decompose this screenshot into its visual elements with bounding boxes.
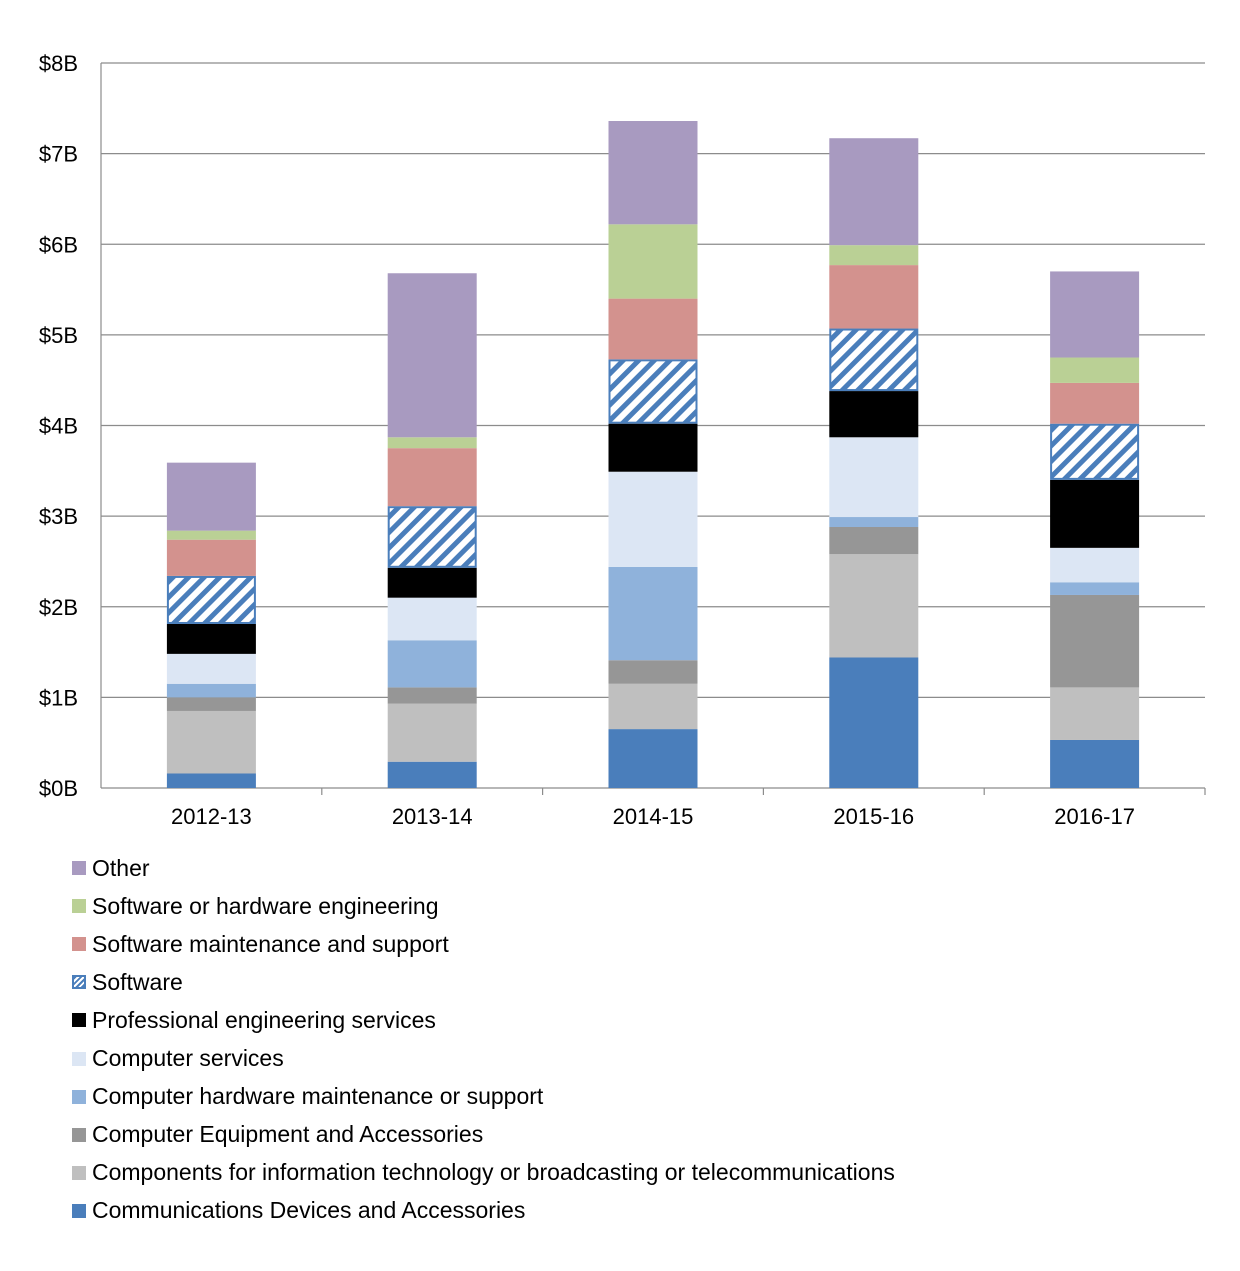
bar-segment: [166, 462, 256, 531]
y-tick-label: $3B: [39, 504, 78, 529]
legend-label: Software: [92, 968, 183, 995]
bar-segment: [608, 224, 698, 299]
bar-segment: [829, 437, 919, 518]
legend-label: Software or hardware engineering: [92, 892, 439, 919]
bar-segment: [387, 687, 477, 704]
bar-segment: [608, 121, 698, 225]
legend-item: Components for information technology or…: [72, 1154, 895, 1192]
y-tick-label: $0B: [39, 776, 78, 801]
bar-segment: [166, 773, 256, 788]
bar-segment: [387, 703, 477, 762]
legend-swatch: [72, 1165, 86, 1180]
y-tick-label: $5B: [39, 323, 78, 348]
bar-segment: [829, 138, 919, 246]
bar-segment: [166, 575, 256, 624]
legend-swatch: [72, 1089, 86, 1104]
x-tick-label: 2012-13: [171, 804, 252, 829]
y-tick-label: $6B: [39, 232, 78, 257]
bar-segment: [1050, 382, 1140, 424]
y-tick-label: $4B: [39, 414, 78, 439]
bar-segment: [387, 597, 477, 641]
legend-item: Professional engineering services: [72, 1001, 895, 1039]
bar-segment: [1050, 594, 1140, 688]
bar-segment: [387, 448, 477, 507]
bar-segment: [829, 265, 919, 329]
legend-item: Software: [72, 963, 895, 1001]
bar-segment: [1050, 739, 1140, 788]
legend-item: Computer Equipment and Accessories: [72, 1116, 895, 1154]
legend-label: Components for information technology or…: [92, 1159, 895, 1186]
bar-segment: [166, 623, 256, 654]
bar-segment: [166, 653, 256, 684]
x-tick-label: 2013-14: [392, 804, 473, 829]
x-tick-label: 2016-17: [1054, 804, 1135, 829]
bar-segment: [166, 539, 256, 576]
legend-item: Other: [72, 849, 895, 887]
bar-segment: [387, 567, 477, 598]
bar-segment: [829, 517, 919, 527]
legend-label: Professional engineering services: [92, 1006, 436, 1033]
legend-label: Other: [92, 854, 150, 881]
bar-segment: [608, 359, 698, 424]
tick-labels: $0B $1B $2B $3B $4B $5B $6B $7B $8B 2012-13 2013-1…: [39, 51, 1135, 829]
bar-segment: [829, 527, 919, 555]
bar-segment: [1050, 271, 1140, 358]
legend-item: Computer services: [72, 1039, 895, 1077]
bar-segment: [1050, 479, 1140, 548]
bar-segment: [829, 657, 919, 788]
legend-item: Computer hardware maintenance or support: [72, 1078, 895, 1116]
bar-segment: [387, 640, 477, 688]
bar-segment: [387, 273, 477, 438]
legend-swatch: [72, 1203, 86, 1218]
bar-segment: [1050, 547, 1140, 583]
stacked-bar-chart: $0B $1B $2B $3B $4B $5B $6B $7B $8B 2012-13 2013-1…: [39, 51, 1206, 829]
legend-swatch: [72, 975, 86, 990]
legend-label: Communications Devices and Accessories: [92, 1197, 526, 1224]
bar-segment: [829, 391, 919, 438]
y-tick-label: $8B: [39, 51, 78, 76]
x-tick-label: 2014-15: [613, 804, 694, 829]
bar-segment: [608, 729, 698, 788]
bar-segment: [608, 566, 698, 661]
bar-segment: [829, 328, 919, 392]
legend-swatch: [72, 937, 86, 952]
legend-swatch: [72, 1013, 86, 1028]
bar-segment: [1050, 687, 1140, 740]
legend-label: Software maintenance and support: [92, 930, 449, 957]
legend-swatch: [72, 1051, 86, 1066]
bar-segment: [166, 530, 256, 540]
bar-segment: [1050, 582, 1140, 595]
legend-item: Software maintenance and support: [72, 925, 895, 963]
bar-segment: [608, 298, 698, 360]
y-tick-label: $7B: [39, 142, 78, 167]
bar-segment: [829, 245, 919, 266]
bar-segment: [166, 683, 256, 698]
bar-segment: [1050, 357, 1140, 383]
legend-label: Computer Equipment and Accessories: [92, 1121, 484, 1148]
x-tick-label: 2015-16: [833, 804, 914, 829]
legend-swatch: [72, 899, 86, 914]
legend-swatch: [72, 861, 86, 876]
bar-segment: [608, 683, 698, 730]
legend-swatch: [72, 1127, 86, 1142]
y-tick-label: $2B: [39, 595, 78, 620]
legend-item: Software or hardware engineering: [72, 887, 895, 925]
legend: Other Software or hardware engineering Sof…: [72, 849, 895, 1230]
bar-segment: [1050, 423, 1140, 480]
legend-label: Computer services: [92, 1045, 284, 1072]
bar-segment: [829, 554, 919, 658]
bar-segment: [166, 697, 256, 711]
y-tick-label: $1B: [39, 685, 78, 710]
legend-item: Communications Devices and Accessories: [72, 1192, 895, 1230]
bars: [166, 121, 1140, 788]
bar-segment: [166, 710, 256, 774]
legend-label: Computer hardware maintenance or support: [92, 1083, 544, 1110]
bar-segment: [608, 660, 698, 684]
bar-segment: [608, 423, 698, 472]
bar-segment: [387, 437, 477, 449]
bar-segment: [608, 471, 698, 567]
bar-segment: [387, 506, 477, 568]
bar-segment: [387, 761, 477, 788]
